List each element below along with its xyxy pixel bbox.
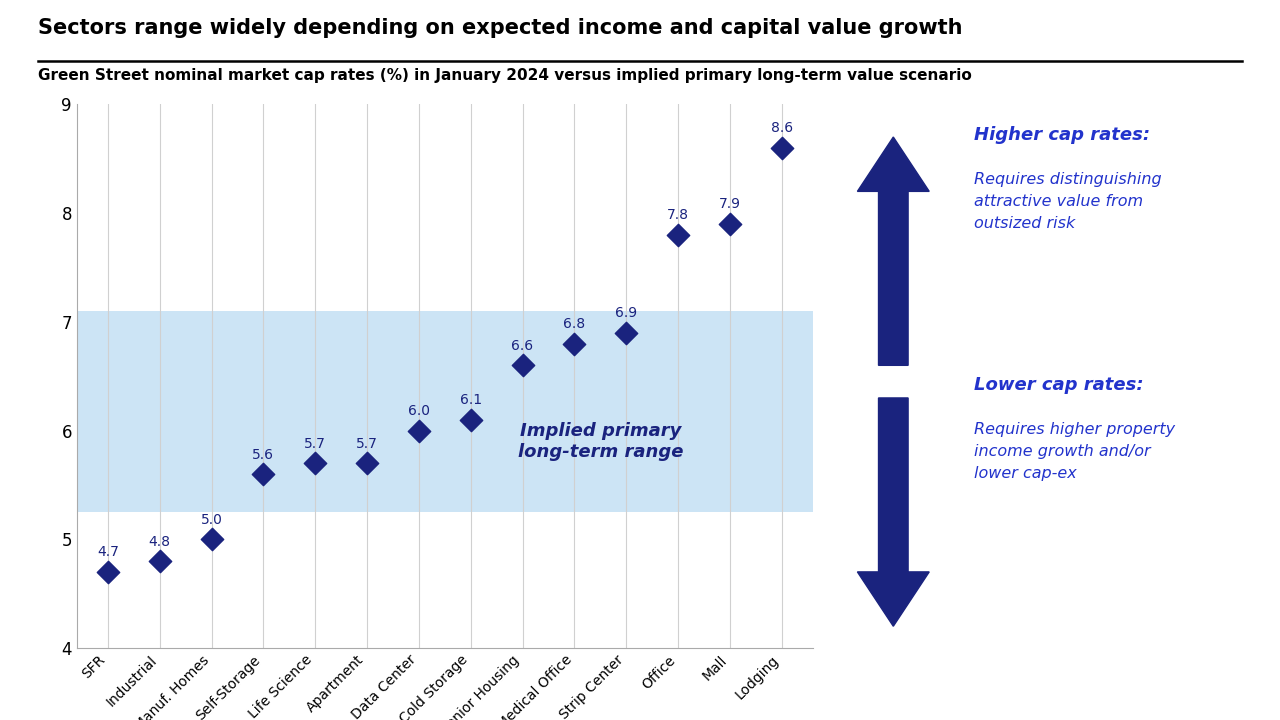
Point [616, 327, 636, 338]
Text: 6.1: 6.1 [460, 393, 481, 408]
Text: 6.0: 6.0 [408, 404, 430, 418]
Point [512, 359, 532, 371]
Text: Requires higher property
income growth and/or
lower cap-ex: Requires higher property income growth a… [974, 423, 1175, 481]
Point [772, 142, 792, 153]
Point [150, 555, 170, 567]
Point [253, 468, 274, 480]
Text: 6.9: 6.9 [616, 306, 637, 320]
Point [305, 457, 325, 469]
Text: 8.6: 8.6 [771, 122, 792, 135]
Text: 5.7: 5.7 [356, 436, 378, 451]
Point [97, 566, 118, 577]
Text: Requires distinguishing
attractive value from
outsized risk: Requires distinguishing attractive value… [974, 172, 1161, 230]
Text: 5.6: 5.6 [252, 448, 274, 462]
FancyArrow shape [858, 398, 929, 626]
Point [408, 425, 429, 436]
Text: 7.9: 7.9 [719, 197, 741, 212]
Point [461, 414, 481, 426]
Text: 7.8: 7.8 [667, 208, 689, 222]
Point [201, 534, 221, 545]
Text: 6.8: 6.8 [563, 317, 585, 331]
Point [564, 338, 585, 349]
Bar [77, 311, 813, 512]
Point [668, 229, 689, 240]
Text: Higher cap rates:: Higher cap rates: [974, 126, 1149, 144]
Text: Implied primary
long-term range: Implied primary long-term range [517, 422, 684, 461]
Text: Lower cap rates:: Lower cap rates: [974, 376, 1143, 395]
Text: 6.6: 6.6 [512, 339, 534, 353]
Text: Sectors range widely depending on expected income and capital value growth: Sectors range widely depending on expect… [38, 18, 963, 38]
Text: 5.7: 5.7 [305, 436, 326, 451]
Text: 4.7: 4.7 [97, 545, 119, 559]
Text: 5.0: 5.0 [201, 513, 223, 527]
FancyArrow shape [858, 137, 929, 365]
Text: 4.8: 4.8 [148, 534, 170, 549]
Point [357, 457, 378, 469]
Point [719, 218, 740, 230]
Text: Green Street nominal market cap rates (%) in January 2024 versus implied primary: Green Street nominal market cap rates (%… [38, 68, 972, 84]
